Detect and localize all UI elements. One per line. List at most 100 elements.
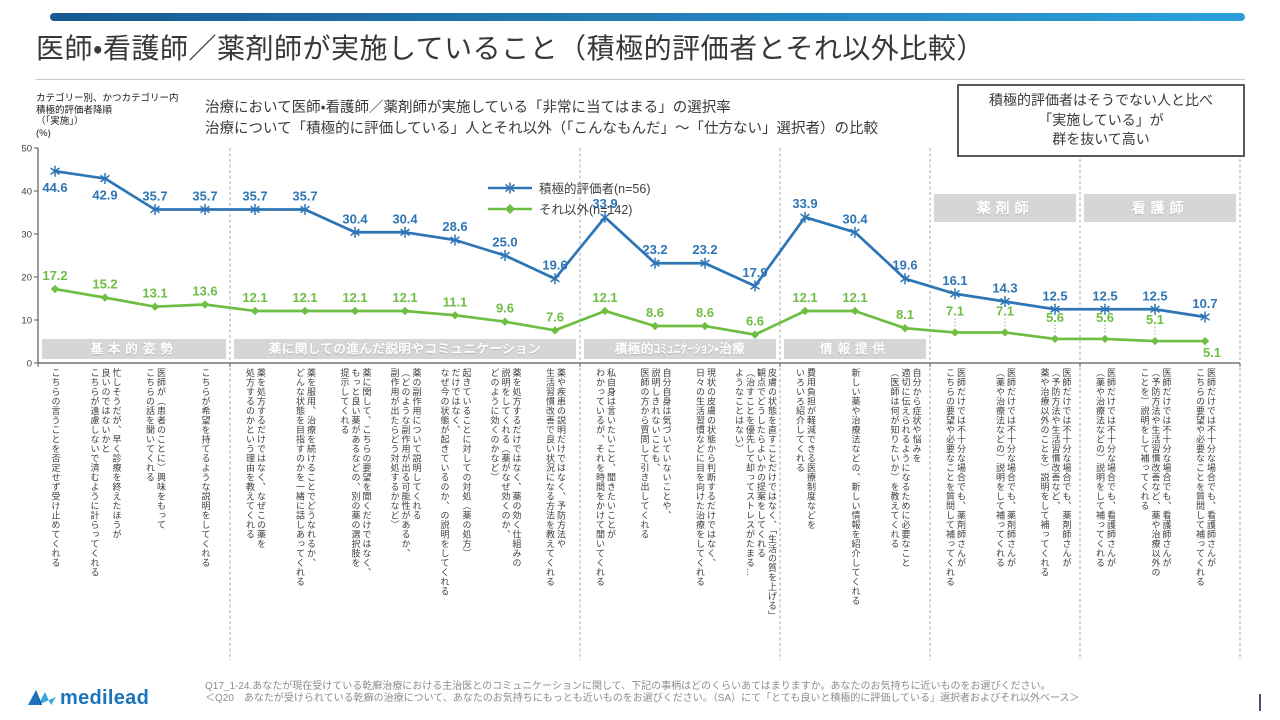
category-band-1: 基本的姿勢 (42, 339, 226, 359)
x-axis-label: 忙しそうだが、早く診療を終えたほうが 良いのではないかと こちらが遠慮しないで済… (89, 368, 122, 577)
svg-text:35.7: 35.7 (242, 188, 267, 203)
legend-item-positive: 積極的評価者(n=56) (487, 177, 650, 198)
svg-text:0: 0 (27, 359, 32, 370)
svg-text:20: 20 (21, 273, 32, 284)
svg-text:12.5: 12.5 (1142, 288, 1167, 303)
svg-text:11.1: 11.1 (443, 294, 468, 309)
svg-text:30.4: 30.4 (392, 211, 418, 226)
legend-label-others: それ以外(n=142) (539, 203, 633, 217)
category-band-5: 薬剤師 (934, 194, 1076, 222)
category-band-2: 薬に関しての進んだ説明やコミュニケーション (234, 339, 576, 359)
x-axis-label: 薬の副作用について説明してくれる （どのような副作用が出る可能性があるか、 副作… (389, 368, 422, 558)
source-line2: ＜Q20 あなたが受けられている乾癬の治療について、あなたのお気持ちにもっとも近… (205, 692, 1080, 704)
x-axis-label: 医師だけでは不十分な場合でも、薬剤師さんが こちらの要望や必要なことを質問して補… (945, 368, 966, 587)
x-axis-label: 医師だけでは不十分な場合でも、薬剤師さんが （予防方法や生活習慣改善など、 薬や… (1039, 368, 1072, 577)
svg-text:15.2: 15.2 (92, 277, 117, 292)
svg-text:44.6: 44.6 (42, 180, 67, 195)
page-corner-mark (1259, 694, 1261, 711)
svg-text:6.6: 6.6 (746, 314, 764, 329)
svg-text:35.7: 35.7 (192, 188, 217, 203)
svg-text:12.1: 12.1 (592, 290, 617, 305)
svg-text:12.1: 12.1 (292, 290, 317, 305)
svg-text:16.1: 16.1 (942, 273, 967, 288)
svg-text:12.5: 12.5 (1092, 288, 1117, 303)
x-axis-label: 薬を服用、治療を続けることでどうなれるか、 どんな状態を目指すのかを一緒に話しあ… (295, 368, 316, 587)
legend-marker-asterisk-icon (488, 182, 532, 193)
svg-text:10: 10 (21, 316, 32, 327)
x-axis-label: 現状の皮膚の状態から判断するだけではなく、 日々の生活習慣などに目を向けた治療を… (695, 368, 716, 587)
title-accent-bar (50, 13, 1245, 21)
x-axis-label: こちらが希望を持てるような説明をしてくれる (200, 368, 211, 568)
svg-text:17.2: 17.2 (42, 268, 67, 283)
svg-text:12.1: 12.1 (242, 290, 267, 305)
svg-text:13.1: 13.1 (142, 286, 167, 301)
x-axis-label: 薬に関して、こちらの要望を聞くだけではなく、 もっと良い薬があるなどの、別の薬の… (339, 368, 372, 577)
svg-text:30: 30 (21, 230, 32, 241)
x-axis-label: 自分から症状や悩みを 適切に伝えられるようになるために必要なこと （医師は何が知… (889, 368, 922, 568)
svg-text:12.1: 12.1 (342, 290, 367, 305)
x-axis-label: 薬を処方するだけではなく、なぜこの薬を 処方するのかという理由を教えてくれる (245, 368, 266, 549)
svg-text:8.6: 8.6 (696, 305, 714, 320)
svg-text:14.3: 14.3 (992, 281, 1017, 296)
x-axis-label: 薬を処方するだけではなく、薬の効く仕組みの 説明をしてくれる（薬がなぜ効くのか、… (489, 368, 522, 568)
x-axis-label: 医師だけでは不十分な場合でも、看護師さんが こちらの要望や必要なことを質問して補… (1195, 368, 1216, 587)
svg-text:35.7: 35.7 (292, 188, 317, 203)
svg-text:33.9: 33.9 (592, 196, 617, 211)
svg-text:19.6: 19.6 (542, 258, 567, 273)
svg-text:50: 50 (21, 144, 32, 155)
x-axis-label: 薬や疾患の説明だけではなく、予防方法や 生活習慣改善で良い状況になる方法を教えて… (545, 368, 566, 587)
chart-subtitle: 治療において医師・看護師／薬剤師が実施している「非常に当てはまる」の選択率 治療… (205, 98, 878, 140)
svg-text:40: 40 (21, 187, 32, 198)
chart-legend: 積極的評価者(n=56) それ以外(n=142) (487, 177, 650, 219)
source-note: Q17_1-24.あなたが現在受けている乾癬治療における主治医とのコミュニケーシ… (205, 681, 1080, 704)
svg-text:5.1: 5.1 (1203, 345, 1221, 360)
category-band-3: 積極的ｺﾐｭﾆｹｰｼｮﾝ・治療 (584, 339, 776, 359)
logo-text: medilead (60, 686, 150, 709)
key-insight-box: 積極的評価者はそうでない人と比べ 「実施している」が 群を抜いて高い (957, 84, 1245, 157)
x-axis-label: 医師だけでは不十分な場合でも、看護師さんが （予防方法や生活習慣改善など、薬や治… (1139, 368, 1172, 577)
svg-text:30.4: 30.4 (842, 211, 868, 226)
title-divider (36, 79, 1245, 80)
x-axis-label: 医師だけでは不十分な場合でも、看護師さんが （薬や治療法などの）説明をして補って… (1095, 368, 1116, 568)
svg-text:28.6: 28.6 (442, 219, 467, 234)
svg-text:33.9: 33.9 (792, 196, 817, 211)
svg-text:13.6: 13.6 (192, 284, 217, 299)
legend-marker-diamond-icon (488, 203, 532, 214)
svg-text:35.7: 35.7 (142, 188, 167, 203)
svg-text:8.1: 8.1 (896, 307, 914, 322)
svg-text:7.6: 7.6 (546, 309, 564, 324)
x-axis-label: 皮膚の状態を直すことだけではなく、「生活の質を上げる」 観点でどうしたらよいかの… (734, 368, 777, 620)
pulse-icon (28, 690, 56, 705)
svg-text:7.1: 7.1 (996, 303, 1014, 318)
legend-label-positive: 積極的評価者(n=56) (539, 182, 651, 196)
svg-text:5.6: 5.6 (1096, 310, 1114, 325)
svg-text:5.6: 5.6 (1046, 310, 1064, 325)
x-axis-label: 私自身は言いたいこと、聞きたいことが わかっているが、それを時間をかけて聞いてく… (595, 368, 616, 587)
subtitle-line1: 治療において医師・看護師／薬剤師が実施している「非常に当てはまる」の選択率 (205, 100, 731, 116)
x-axis-label: 医師だけでは不十分な場合でも、薬剤師さんが （薬や治療法などの）説明をして補って… (995, 368, 1016, 568)
svg-text:12.1: 12.1 (392, 290, 417, 305)
svg-text:23.2: 23.2 (692, 242, 717, 257)
svg-text:42.9: 42.9 (92, 188, 117, 203)
category-band-6: 看護師 (1084, 194, 1236, 222)
x-axis-label: こちらの言うことを否定せず受け止めてくれる (50, 368, 61, 568)
x-axis-label: 費用負担が軽減できる医療制度などを いろいろ紹介してくれる (795, 368, 816, 530)
svg-text:12.5: 12.5 (1042, 288, 1067, 303)
svg-text:12.1: 12.1 (842, 290, 867, 305)
svg-text:12.1: 12.1 (792, 290, 817, 305)
axis-note: カテゴリー別、かつカテゴリー内 積極的評価者降順 （「実施」） (%) (36, 93, 179, 139)
svg-text:9.6: 9.6 (496, 301, 514, 316)
category-band-4: 情報提供 (784, 339, 926, 359)
x-axis-label: 医師が（患者のことに）興味をもって こちらの話を聞いてくれる (145, 368, 166, 530)
source-line1: Q17_1-24.あなたが現在受けている乾癬治療における主治医とのコミュニケーシ… (205, 681, 1051, 692)
svg-text:19.6: 19.6 (892, 258, 917, 273)
svg-text:25.0: 25.0 (492, 235, 517, 250)
legend-item-others: それ以外(n=142) (487, 198, 650, 219)
svg-text:10.7: 10.7 (1192, 296, 1217, 311)
x-axis-label: 自分自身は気づいていないことや、 説明しきれないことも、 医師の方から質問して引… (639, 368, 672, 539)
svg-text:5.1: 5.1 (1146, 312, 1164, 327)
svg-text:8.6: 8.6 (646, 305, 664, 320)
svg-text:17.9: 17.9 (742, 265, 767, 280)
medilead-logo: medilead (27, 686, 149, 710)
